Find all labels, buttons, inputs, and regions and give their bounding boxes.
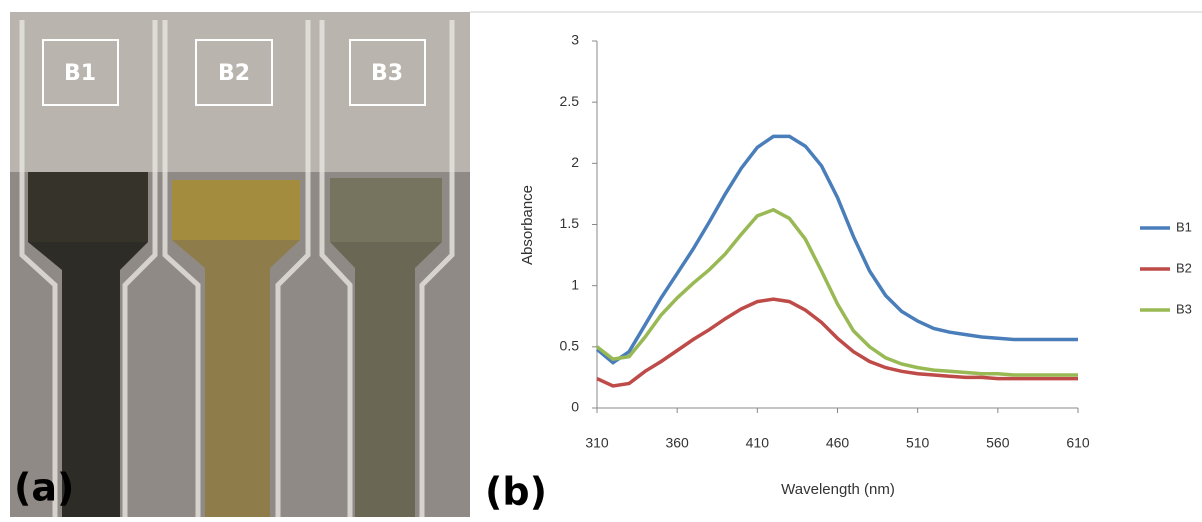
y-tick-label: 0.5 [560, 338, 580, 354]
y-tick-label: 0 [571, 399, 579, 415]
data-line [595, 207, 1078, 377]
cuvette-edge [122, 20, 158, 517]
label-box [195, 39, 273, 106]
legend-label: B2 [1176, 260, 1192, 275]
liquid [28, 242, 148, 517]
sample-label: B2 [218, 61, 250, 86]
panel-label: (b) [485, 470, 547, 514]
x-tick-label: 310 [585, 435, 609, 451]
data-line [595, 134, 1078, 365]
sample-label: B1 [64, 61, 96, 86]
cuvette-edge [162, 20, 201, 517]
y-tick-label: 1.5 [560, 215, 580, 231]
x-tick-label: 360 [665, 435, 689, 451]
y-tick-label: 3 [571, 32, 579, 48]
liquid [330, 242, 442, 517]
y-axis-label: Absorbance [519, 185, 536, 265]
y-tick-label: 1 [571, 276, 579, 292]
liquid [172, 180, 300, 240]
label-box [42, 39, 119, 106]
legend-label: B3 [1176, 301, 1192, 316]
x-tick-label: 610 [1066, 435, 1090, 451]
x-tick-label: 510 [906, 435, 930, 451]
photo-glass [10, 12, 470, 172]
y-tick-label: 2.5 [560, 93, 580, 109]
y-tick-label: 2 [571, 154, 579, 170]
cuvette-edge [19, 20, 58, 517]
x-tick-label: 410 [746, 435, 770, 451]
label-box [349, 39, 426, 106]
x-tick-label: 460 [826, 435, 850, 451]
panel-label: (a) [14, 466, 74, 510]
x-axis-label: Wavelength (nm) [781, 481, 895, 498]
liquid [172, 240, 300, 517]
x-tick-label: 560 [986, 435, 1010, 451]
data-line [596, 297, 1078, 388]
cuvette-edge [319, 20, 353, 517]
liquid [330, 178, 442, 242]
cuvette-edge [275, 20, 311, 517]
photo: B1 B2 B3 (a) [10, 12, 470, 517]
liquid [28, 172, 148, 242]
cuvette-edge [419, 20, 455, 517]
legend-label: B1 [1176, 219, 1192, 234]
sample-label: B3 [371, 61, 403, 86]
